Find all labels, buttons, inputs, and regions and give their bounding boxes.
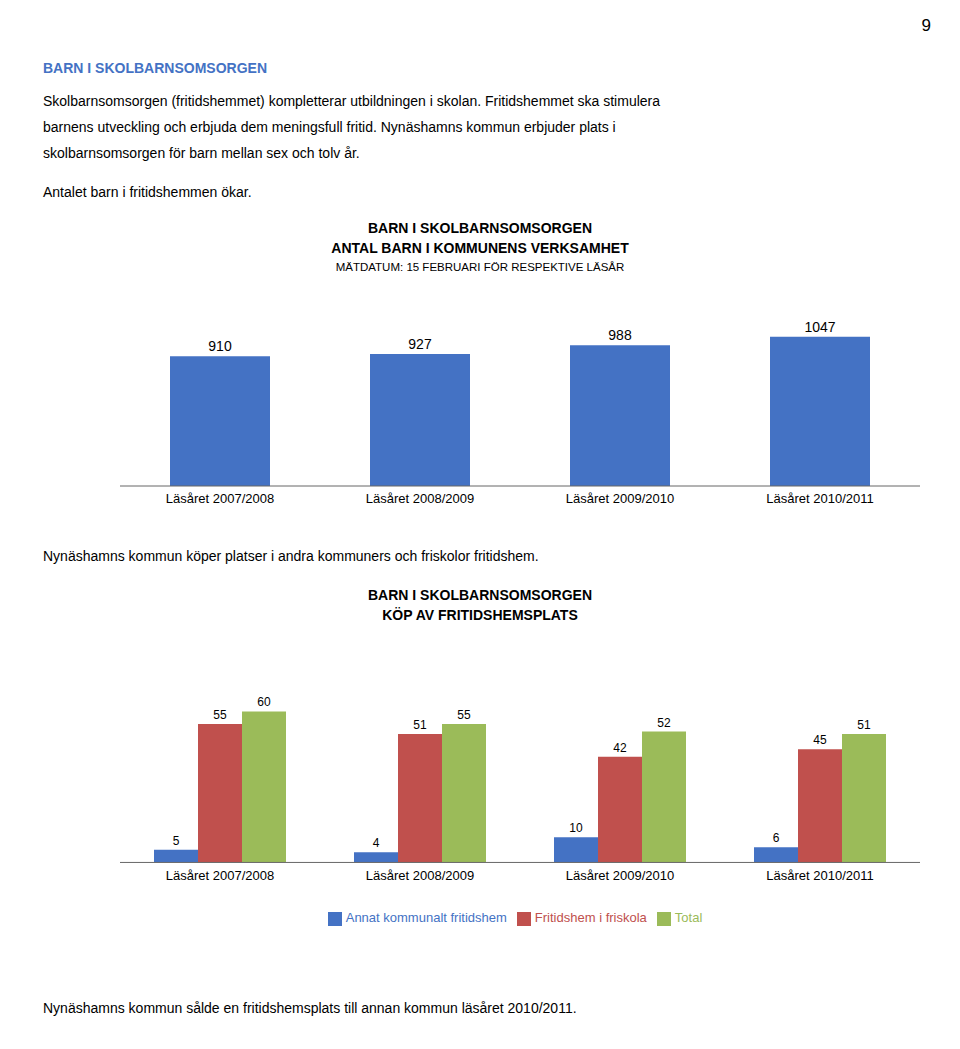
html-text:KÖP AV FRITIDSHEMSPLATS: KÖP AV FRITIDSHEMSPLATS [382,607,578,623]
svg-text:Läsåret 2008/2009: Läsåret 2008/2009 [366,491,474,506]
svg-text:10: 10 [569,821,583,835]
svg-text:Läsåret 2009/2010: Läsåret 2009/2010 [566,868,674,883]
html-text:9: 9 [921,16,931,35]
html-text:Fritidshem i friskola: Fritidshem i friskola [534,910,647,926]
html-text:MÄTDATUM: 15 FEBRUARI FÖR RESP: MÄTDATUM: 15 FEBRUARI FÖR RESPEKTIVE LÄS… [335,261,625,273]
svg-text:6: 6 [773,831,780,845]
svg-text:988: 988 [608,327,632,343]
svg-text:Läsåret 2009/2010: Läsåret 2009/2010 [566,491,674,506]
html-text:Total: Total [674,910,703,926]
svg-text:55: 55 [457,708,471,722]
html-text:BARN I SKOLBARNSOMSORGEN: BARN I SKOLBARNSOMSORGEN [368,220,592,236]
html-text:Nynäshamns kommun köper platse: Nynäshamns kommun köper platser i andra … [43,548,539,564]
svg-text:51: 51 [857,718,871,732]
html-text:Antalet barn i fritidshemmen ö: Antalet barn i fritidshemmen ökar. [43,184,252,200]
html-text:Annat kommunalt fritidshem: Annat kommunalt fritidshem [345,910,507,926]
html-text:ANTAL BARN I KOMMUNENS VERKSAM: ANTAL BARN I KOMMUNENS VERKSAMHET [331,240,629,256]
svg-text:Läsåret 2010/2011: Läsåret 2010/2011 [766,491,873,506]
svg-text:4: 4 [373,836,380,850]
html-text:BARN I SKOLBARNSOMSORGEN: BARN I SKOLBARNSOMSORGEN [43,60,267,76]
svg-text:60: 60 [257,695,271,709]
svg-text:52: 52 [657,716,671,730]
html-text:skolbarnsomsorgen för barn mel: skolbarnsomsorgen för barn mellan sex oc… [43,145,360,161]
html-text:Skolbarnsomsorgen (fritidshemm: Skolbarnsomsorgen (fritidshemmet) komple… [43,93,660,109]
html-text:Nynäshamns kommun sålde en fri: Nynäshamns kommun sålde en fritidshemspl… [43,1000,577,1016]
svg-text:42: 42 [613,741,627,755]
svg-text:Läsåret 2010/2011: Läsåret 2010/2011 [766,868,873,883]
svg-text:Läsåret 2008/2009: Läsåret 2008/2009 [366,868,474,883]
svg-text:51: 51 [413,718,427,732]
html-text:barnens utveckling och erbjuda: barnens utveckling och erbjuda dem menin… [43,119,616,135]
html-text:BARN I SKOLBARNSOMSORGEN: BARN I SKOLBARNSOMSORGEN [368,587,592,603]
svg-text:55: 55 [213,708,227,722]
svg-text:910: 910 [208,338,232,354]
svg-text:927: 927 [408,336,432,352]
svg-text:45: 45 [813,733,827,747]
svg-text:Läsåret 2007/2008: Läsåret 2007/2008 [166,868,274,883]
svg-text:5: 5 [173,834,180,848]
svg-text:Läsåret 2007/2008: Läsåret 2007/2008 [166,491,274,506]
svg-text:1047: 1047 [804,319,835,335]
